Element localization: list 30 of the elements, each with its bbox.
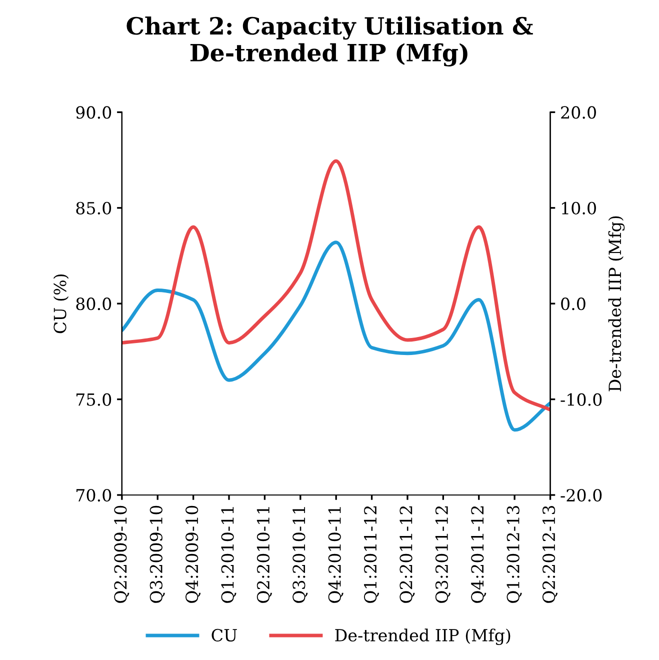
x-tick-label: Q1:2011-12 (364, 506, 380, 603)
x-tick-label: Q3:2010-11 (292, 507, 308, 603)
y2-tick-label: 10.0 (562, 202, 596, 214)
x-tick-label: Q2:2011-12 (400, 506, 415, 603)
legend-label: CU (212, 628, 237, 642)
x-tick-label: Q2:2010-11 (256, 507, 272, 603)
y2-tick-label: -20.0 (560, 488, 602, 502)
x-tick-label: Q4:2010-11 (328, 507, 344, 603)
y2-axis-title: De-trended IIP (Mfg) (608, 216, 625, 392)
y-tick-label: 85.0 (76, 202, 112, 214)
x-tick-label: Q4:2009-10 (186, 506, 201, 603)
y-axis-title: CU (%) (53, 274, 69, 334)
x-tick-label: Q4:2011-12 (471, 506, 486, 603)
y-tick-label: 90.0 (76, 106, 112, 119)
x-tick-label: Q3:2009-10 (150, 506, 165, 603)
chart-title: Chart 2: Capacity Utilisation & De-trended IIP (Mfg) (126, 16, 533, 66)
y2-tick-label: -10.0 (560, 393, 602, 406)
y2-tick-label: 20.0 (561, 106, 596, 119)
y-tick-label: 70.0 (76, 488, 112, 502)
x-tick-label: Q2:2012-13 (542, 506, 558, 603)
line-series (122, 240, 550, 432)
line-series (122, 159, 550, 412)
x-tick-label: Q1:2012-13 (506, 506, 522, 603)
x-tick-label: Q2:2009-10 (114, 506, 130, 603)
y-tick-label: 75.0 (76, 393, 112, 406)
x-tick-label: Q3:2011-12 (435, 506, 450, 603)
y2-tick-label: 0.0 (561, 298, 586, 310)
y-tick-label: 80.0 (76, 298, 112, 310)
x-tick-label: Q1:2010-11 (221, 507, 236, 603)
legend-label: De-trended IIP (Mfg) (335, 628, 510, 645)
